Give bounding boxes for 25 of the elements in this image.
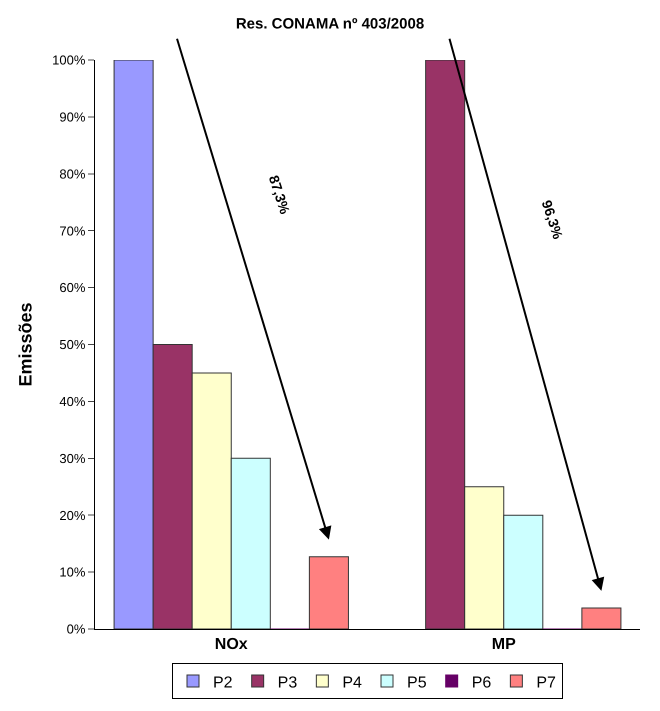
y-tick-label: 80% [59,166,86,182]
y-axis-title: Emissões [15,302,36,387]
legend-label: P4 [342,674,362,692]
y-tick-label: 70% [59,223,86,238]
annotation: 87,3% [266,173,294,216]
annotation: 96,3% [538,198,566,242]
legend-label: P6 [472,674,492,692]
bar [308,556,349,629]
y-tick-label: 20% [59,508,86,523]
bar [581,607,622,629]
legend-label: P3 [278,674,298,692]
legend-label: P7 [536,674,556,692]
legend-label: P5 [407,674,427,692]
y-tick-label: 90% [59,109,86,124]
y-tick-label: 30% [59,450,86,466]
y-tick-label: 100% [52,52,86,68]
x-tick-label: MP [492,636,516,654]
y-tick-label: 60% [59,280,86,296]
y-tick-label: 40% [59,394,86,409]
chart-title: Res. CONAMA nº 403/2008 [236,15,424,32]
x-tick-label: NOx [214,636,248,654]
y-tick-label: 50% [59,337,86,352]
y-tick-label: 0% [66,622,86,637]
legend-label: P2 [213,674,233,692]
y-tick-label: 10% [59,564,86,580]
